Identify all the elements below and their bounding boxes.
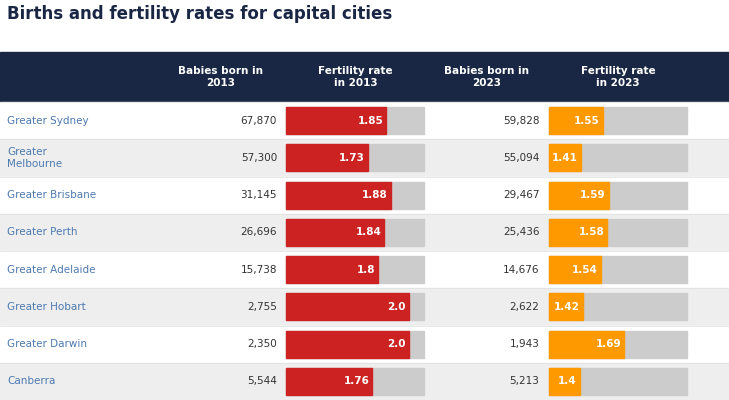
Bar <box>549 368 580 395</box>
Text: Fertility rate
in 2013: Fertility rate in 2013 <box>318 66 393 88</box>
Bar <box>549 107 602 134</box>
Text: 2.0: 2.0 <box>388 302 406 312</box>
Bar <box>286 331 424 358</box>
Bar <box>0 139 729 176</box>
Bar <box>0 176 729 214</box>
Text: Canberra: Canberra <box>7 376 55 386</box>
Text: Fertility rate
in 2023: Fertility rate in 2023 <box>580 66 655 88</box>
Bar <box>549 107 687 134</box>
Text: 1,943: 1,943 <box>510 339 539 349</box>
Text: 57,300: 57,300 <box>241 153 277 163</box>
Text: Greater Hobart: Greater Hobart <box>7 302 86 312</box>
Bar <box>549 294 687 320</box>
Text: 1.88: 1.88 <box>362 190 388 200</box>
Bar <box>286 182 391 208</box>
Text: 59,828: 59,828 <box>503 116 539 126</box>
Text: 1.4: 1.4 <box>558 376 577 386</box>
Bar <box>0 214 729 251</box>
Text: 1.8: 1.8 <box>357 265 375 275</box>
Bar <box>0 102 729 139</box>
Bar <box>0 363 729 400</box>
Text: 1.41: 1.41 <box>553 153 578 163</box>
Text: 1.84: 1.84 <box>356 227 381 237</box>
Text: Greater
Melbourne: Greater Melbourne <box>7 147 63 169</box>
Text: 31,145: 31,145 <box>241 190 277 200</box>
Bar <box>286 256 378 283</box>
Text: 1.73: 1.73 <box>339 153 364 163</box>
Bar <box>549 331 624 358</box>
Bar <box>0 326 729 363</box>
Bar <box>286 107 386 134</box>
Text: Babies born in
2013: Babies born in 2013 <box>178 66 263 88</box>
Bar <box>286 294 424 320</box>
Bar <box>286 256 424 283</box>
Bar <box>286 219 384 246</box>
Text: Greater Perth: Greater Perth <box>7 227 78 237</box>
Text: 2,622: 2,622 <box>510 302 539 312</box>
Bar <box>286 331 409 358</box>
Bar <box>286 182 424 208</box>
Bar <box>286 144 367 171</box>
Text: 15,738: 15,738 <box>241 265 277 275</box>
Bar <box>0 52 729 102</box>
Text: 1.42: 1.42 <box>554 302 580 312</box>
Text: 2,350: 2,350 <box>247 339 277 349</box>
Bar <box>549 331 687 358</box>
Text: 1.76: 1.76 <box>343 376 370 386</box>
Text: 1.54: 1.54 <box>572 265 598 275</box>
Bar <box>549 219 687 246</box>
Text: 1.55: 1.55 <box>574 116 599 126</box>
Text: 55,094: 55,094 <box>503 153 539 163</box>
Text: 5,213: 5,213 <box>510 376 539 386</box>
Text: Greater Brisbane: Greater Brisbane <box>7 190 96 200</box>
Bar <box>549 219 607 246</box>
Bar <box>549 144 581 171</box>
Bar <box>286 144 424 171</box>
Text: 25,436: 25,436 <box>503 227 539 237</box>
Bar <box>0 288 729 326</box>
Bar <box>549 182 687 208</box>
Bar <box>549 144 687 171</box>
Text: 2,755: 2,755 <box>247 302 277 312</box>
Bar <box>549 256 601 283</box>
Text: Births and fertility rates for capital cities: Births and fertility rates for capital c… <box>7 5 392 23</box>
Bar <box>0 251 729 288</box>
Text: 1.59: 1.59 <box>580 190 606 200</box>
Bar <box>286 294 409 320</box>
Text: Babies born in
2023: Babies born in 2023 <box>444 66 529 88</box>
Bar <box>549 368 687 395</box>
Text: 5,544: 5,544 <box>247 376 277 386</box>
Bar <box>286 368 424 395</box>
Text: Greater Sydney: Greater Sydney <box>7 116 89 126</box>
Bar <box>549 256 687 283</box>
Bar <box>286 368 373 395</box>
Bar <box>286 219 424 246</box>
Text: 1.69: 1.69 <box>596 339 621 349</box>
Text: 29,467: 29,467 <box>503 190 539 200</box>
Text: 1.85: 1.85 <box>357 116 383 126</box>
Text: 2.0: 2.0 <box>388 339 406 349</box>
Text: 67,870: 67,870 <box>241 116 277 126</box>
Text: 14,676: 14,676 <box>503 265 539 275</box>
Bar <box>549 182 609 208</box>
Text: Greater Adelaide: Greater Adelaide <box>7 265 95 275</box>
Text: 1.58: 1.58 <box>578 227 604 237</box>
Bar <box>549 294 582 320</box>
Text: 26,696: 26,696 <box>241 227 277 237</box>
Bar <box>286 107 424 134</box>
Text: Greater Darwin: Greater Darwin <box>7 339 87 349</box>
